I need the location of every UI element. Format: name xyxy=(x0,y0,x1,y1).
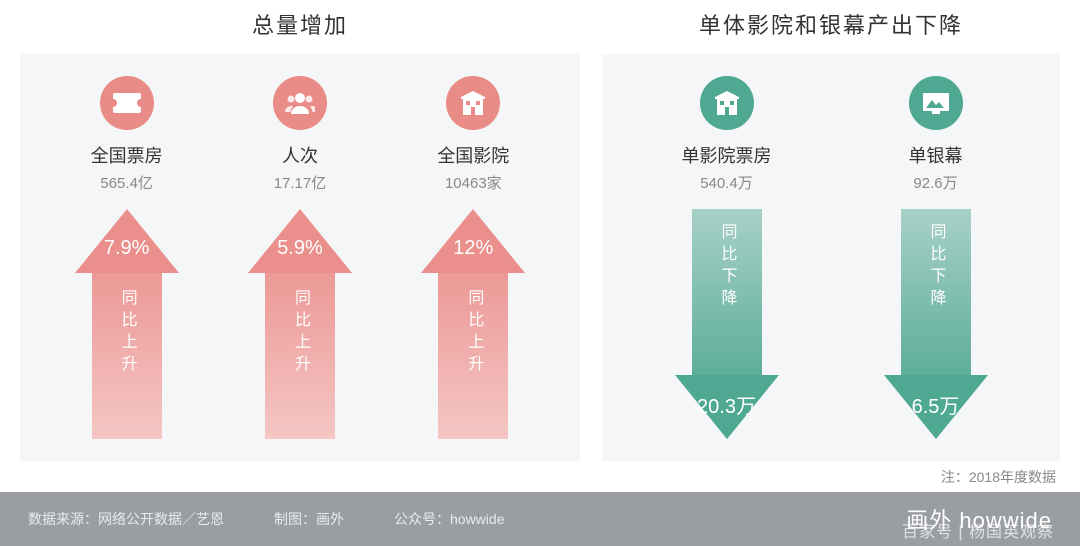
left-columns: 全国票房 565.4亿 7.9% 同比上升 人次 17.17亿 xyxy=(40,76,560,439)
arrow-down: 同比下降 6.5万 xyxy=(901,209,971,439)
pct: 20.3万 xyxy=(697,390,756,419)
footer-watermark: 百家号 | 杨国英观察 xyxy=(902,518,1054,542)
ticket-icon xyxy=(100,76,154,130)
right-columns: 单影院票房 540.4万 同比下降 20.3万 单银幕 92.6万 xyxy=(622,76,1040,439)
footer: 数据来源：网络公开数据／艺恩 制图：画外 公众号：howwide 画外 howw… xyxy=(0,492,1080,546)
trend: 同比上升 xyxy=(461,289,485,377)
panel-left: 全国票房 565.4亿 7.9% 同比上升 人次 17.17亿 xyxy=(20,54,580,461)
right-col-0: 单影院票房 540.4万 同比下降 20.3万 xyxy=(642,76,812,439)
panel-left-wrap: 总量增加 全国票房 565.4亿 7.9% 同比上升 xyxy=(20,8,580,461)
trend: 同比下降 xyxy=(924,223,948,311)
screen-icon xyxy=(909,76,963,130)
metric-value: 92.6万 xyxy=(913,172,957,193)
left-col-1: 人次 17.17亿 5.9% 同比上升 xyxy=(230,76,370,439)
arrow-up: 7.9% 同比上升 xyxy=(92,209,162,439)
pct: 12% xyxy=(453,237,493,260)
cinema-icon xyxy=(446,76,500,130)
cinema-icon xyxy=(700,76,754,130)
left-col-0: 全国票房 565.4亿 7.9% 同比上升 xyxy=(57,76,197,439)
metric-label: 单影院票房 xyxy=(682,142,772,168)
metric-value: 10463家 xyxy=(445,172,502,193)
footer-account: 公众号：howwide xyxy=(394,509,504,529)
pct: 5.9% xyxy=(277,237,323,260)
arrow-down: 同比下降 20.3万 xyxy=(692,209,762,439)
people-icon xyxy=(273,76,327,130)
right-title: 单体影院和银幕产出下降 xyxy=(602,8,1060,40)
left-title: 总量增加 xyxy=(20,8,580,40)
arrow-up: 12% 同比上升 xyxy=(438,209,508,439)
panel-right: 单影院票房 540.4万 同比下降 20.3万 单银幕 92.6万 xyxy=(602,54,1060,461)
note: 注：2018年度数据 xyxy=(0,461,1080,487)
metric-label: 全国票房 xyxy=(91,142,163,168)
panel-right-wrap: 单体影院和银幕产出下降 单影院票房 540.4万 同比下降 20.3万 xyxy=(602,8,1060,461)
metric-label: 全国影院 xyxy=(437,142,509,168)
left-col-2: 全国影院 10463家 12% 同比上升 xyxy=(403,76,543,439)
metric-value: 17.17亿 xyxy=(274,172,327,193)
trend: 同比下降 xyxy=(715,223,739,311)
metric-label: 单银幕 xyxy=(909,142,963,168)
panels-row: 总量增加 全国票房 565.4亿 7.9% 同比上升 xyxy=(0,0,1080,461)
trend: 同比上升 xyxy=(288,289,312,377)
pct: 7.9% xyxy=(104,237,150,260)
footer-source: 数据来源：网络公开数据／艺恩 xyxy=(28,509,224,529)
arrow-up: 5.9% 同比上升 xyxy=(265,209,335,439)
metric-label: 人次 xyxy=(282,142,318,168)
trend: 同比上升 xyxy=(115,289,139,377)
pct: 6.5万 xyxy=(912,390,960,419)
footer-credit: 制图：画外 xyxy=(274,509,344,529)
right-col-1: 单银幕 92.6万 同比下降 6.5万 xyxy=(851,76,1021,439)
metric-value: 540.4万 xyxy=(700,172,753,193)
metric-value: 565.4亿 xyxy=(100,172,153,193)
